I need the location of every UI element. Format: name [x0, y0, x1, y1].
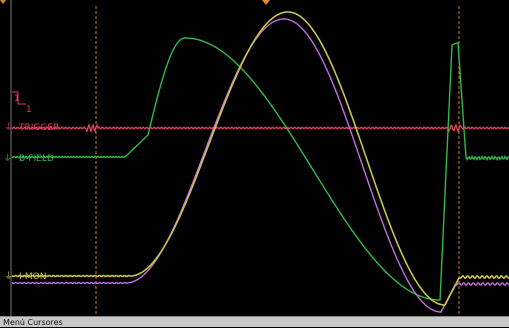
bfield-trace — [11, 37, 509, 301]
bfield-channel-label: B-FIELD — [19, 154, 54, 164]
level-marker-text-2: 1 — [26, 105, 32, 115]
cursor-menu-bar[interactable]: Menú Cursores — [0, 316, 509, 327]
trigger-ground-icon: ⏚ — [4, 122, 13, 133]
menu-label[interactable]: Menú Cursores — [3, 318, 63, 327]
level-marker-text: 1 — [14, 94, 20, 104]
horizontal-position-marker[interactable] — [262, 0, 270, 5]
imon-reference-trace — [11, 18, 509, 313]
imon-channel-label: I-MON — [19, 272, 46, 282]
imon-ground-icon: ⏚ — [4, 271, 13, 282]
trigger-trace — [11, 122, 509, 134]
trigger-position-marker[interactable] — [0, 0, 6, 4]
trigger-level-marker — [12, 91, 26, 105]
imon-trace — [11, 11, 509, 306]
bfield-ground-icon: ⏚ — [3, 153, 12, 164]
trigger-channel-label: TRIGGER — [18, 123, 59, 133]
